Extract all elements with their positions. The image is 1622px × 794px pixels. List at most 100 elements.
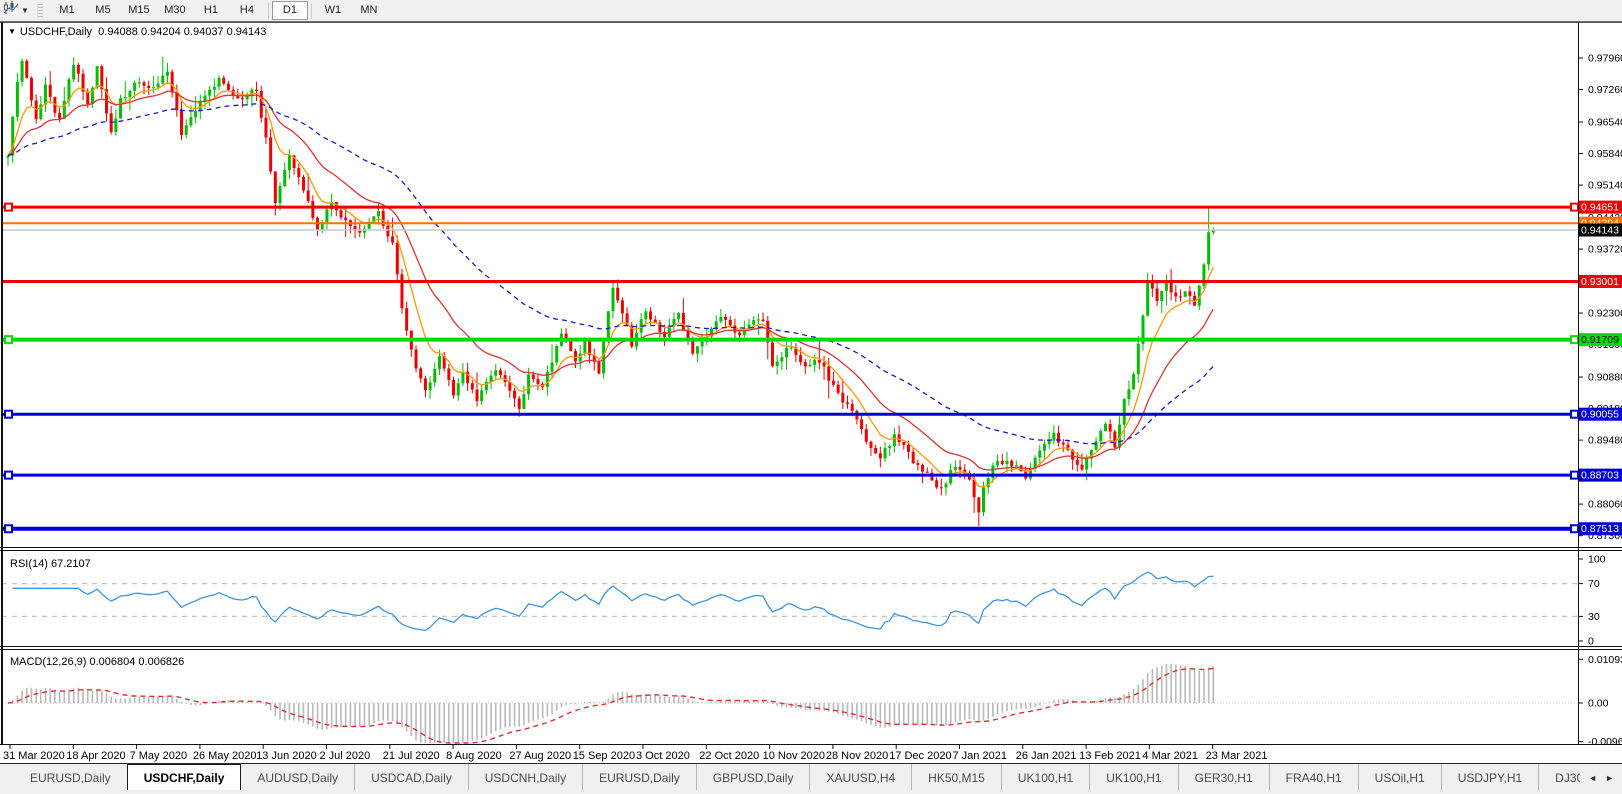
- date-tick: 21 Jul 2020: [383, 750, 440, 762]
- svg-text:0.87513: 0.87513: [1581, 523, 1619, 535]
- tab-usdcad-daily[interactable]: USDCAD,Daily: [354, 764, 468, 791]
- tf-button-M1[interactable]: M1: [59, 4, 75, 16]
- price-badge-0.87513: 0.87513: [1579, 522, 1622, 536]
- date-tick: 10 Nov 2020: [763, 750, 825, 762]
- date-tick: 28 Nov 2020: [826, 750, 888, 762]
- price-chart-canvas[interactable]: 0.979600.972600.965400.958400.951400.944…: [0, 22, 1622, 763]
- status-strip: [0, 790, 1622, 794]
- hline-handle[interactable]: [4, 335, 13, 345]
- price-badge-0.94143: 0.94143: [1579, 223, 1622, 237]
- tab-fra40-h1[interactable]: FRA40,H1: [1268, 764, 1358, 791]
- chart-type-dropdown-arrow[interactable]: ▼: [21, 6, 29, 15]
- hline-handle[interactable]: [4, 524, 13, 534]
- tab-usdjpy-h1[interactable]: USDJPY,H1: [1440, 764, 1538, 791]
- rsi-tick: 100: [1588, 554, 1606, 566]
- date-tick: 3 Oct 2020: [636, 750, 690, 762]
- tab-scroll-arrows: ◄ ►: [1580, 764, 1622, 791]
- svg-text:0.94143: 0.94143: [1581, 224, 1619, 236]
- date-tick: 8 Aug 2020: [446, 750, 502, 762]
- rsi-indicator-label: RSI(14) 67.2107: [10, 558, 91, 570]
- date-axis[interactable]: 31 Mar 2020 18 Apr 2020 7 May 2020 26 May 2…: [3, 744, 1267, 762]
- hline-handle[interactable]: [4, 470, 13, 480]
- date-tick: 27 Aug 2020: [509, 750, 571, 762]
- date-tick: 26 Jan 2021: [1016, 750, 1077, 762]
- tab-gbpusd-daily[interactable]: GBPUSD,Daily: [695, 764, 810, 791]
- hline-handle[interactable]: [1570, 202, 1579, 212]
- tab-dj30-weekly[interactable]: DJ30,Weekly: [1538, 764, 1580, 791]
- tf-button-M30[interactable]: M30: [164, 4, 186, 16]
- hline-handle[interactable]: [4, 202, 13, 212]
- tab-scroll-right-icon[interactable]: ►: [1605, 772, 1614, 783]
- date-tick: 4 Mar 2021: [1142, 750, 1198, 762]
- tab-audusd-daily[interactable]: AUDUSD,Daily: [257, 770, 339, 785]
- toolbar-separator: [267, 2, 269, 19]
- chart-window[interactable]: 0.979600.972600.965400.958400.951400.944…: [0, 22, 1622, 763]
- date-tick: 2 Jul 2020: [320, 750, 371, 762]
- price-badge-0.90055: 0.90055: [1579, 407, 1622, 421]
- toolbar-grip-handle[interactable]: [36, 3, 43, 18]
- tf-button-M5[interactable]: M5: [95, 4, 111, 16]
- chart-title-text: USDCHF,Daily 0.94088 0.94204 0.94037 0.9…: [19, 26, 267, 38]
- ma-slow-line: [7, 103, 1214, 445]
- rsi-line: [12, 571, 1214, 632]
- date-tick: 13 Jun 2020: [256, 750, 317, 762]
- tf-button-M15[interactable]: M15: [128, 4, 150, 16]
- collapse-triangle-icon[interactable]: ▼: [8, 27, 16, 36]
- rsi-panel: [2, 571, 1578, 632]
- hline-handle[interactable]: [4, 409, 13, 419]
- macd-panel: [2, 663, 1578, 744]
- rsi-tick: 0: [1588, 636, 1594, 648]
- rsi-tick: 70: [1588, 578, 1600, 590]
- tab-xauusd-h4[interactable]: XAUUSD,H4: [809, 764, 911, 791]
- date-tick: 22 Oct 2020: [699, 750, 759, 762]
- date-tick: 15 Sep 2020: [573, 750, 635, 762]
- tf-button-MN[interactable]: MN: [360, 4, 378, 16]
- tab-usdchf-daily[interactable]: USDCHF,Daily: [126, 764, 242, 791]
- hline-handle[interactable]: [1570, 409, 1579, 419]
- tab-uk100-h1[interactable]: UK100,H1: [1089, 764, 1177, 791]
- hline-handle[interactable]: [1570, 470, 1579, 480]
- price-badge-0.94651: 0.94651: [1579, 200, 1622, 214]
- date-tick: 26 May 2020: [193, 750, 257, 762]
- tab-hk50-m15[interactable]: HK50,M15: [911, 764, 1001, 791]
- svg-text:0.91709: 0.91709: [1581, 334, 1619, 346]
- tab-ger30-h1[interactable]: GER30,H1: [1177, 764, 1269, 791]
- date-tick: 13 Feb 2021: [1079, 750, 1141, 762]
- timeframe-toolbar: ▼ M1 M5 M15 M30 H1 H4 D1 W1 MN: [0, 0, 1622, 22]
- tf-button-W1[interactable]: W1: [324, 4, 342, 16]
- hline-handle[interactable]: [1570, 335, 1579, 345]
- ma-mid-line: [7, 90, 1214, 471]
- date-tick: 17 Dec 2020: [889, 750, 951, 762]
- chart-tab-bar: EURUSD,Daily USDCHF,Daily AUDUSD,Daily USDC…: [0, 763, 1622, 791]
- macd-signal-line: [7, 667, 1214, 744]
- tab-uk100-h1[interactable]: UK100,H1: [1000, 764, 1089, 791]
- date-tick: 18 Apr 2020: [66, 750, 125, 762]
- hline-handle[interactable]: [1570, 524, 1579, 534]
- tf-button-H1[interactable]: H1: [203, 4, 218, 16]
- svg-text:0.88703: 0.88703: [1581, 470, 1619, 482]
- toolbar-separator: [310, 2, 312, 19]
- chart-tabs: EURUSD,Daily USDCHF,Daily AUDUSD,Daily USDC…: [0, 764, 1580, 791]
- tf-button-D1[interactable]: D1: [271, 1, 308, 20]
- tab-eurusd-daily[interactable]: EURUSD,Daily: [30, 770, 111, 785]
- tf-button-H4[interactable]: H4: [239, 4, 254, 16]
- macd-tick: 0.010933: [1588, 654, 1622, 666]
- tab-scroll-left-icon[interactable]: ◄: [1588, 772, 1598, 783]
- panel-frames: [0, 22, 1622, 745]
- tab-eurusd-daily[interactable]: EURUSD,Daily: [582, 764, 696, 791]
- tab-usdcnh-daily[interactable]: USDCNH,Daily: [467, 764, 582, 791]
- date-tick: 7 May 2020: [130, 750, 187, 762]
- candlestick-chart-icon[interactable]: [3, 1, 19, 20]
- tab-usoil-h1[interactable]: USOil,H1: [1357, 764, 1441, 791]
- price-badge-0.91709: 0.91709: [1579, 333, 1622, 347]
- svg-text:0.93001: 0.93001: [1581, 276, 1619, 288]
- svg-text:0.94651: 0.94651: [1581, 202, 1619, 214]
- macd-indicator-label: MACD(12,26,9) 0.006804 0.006826: [10, 656, 185, 668]
